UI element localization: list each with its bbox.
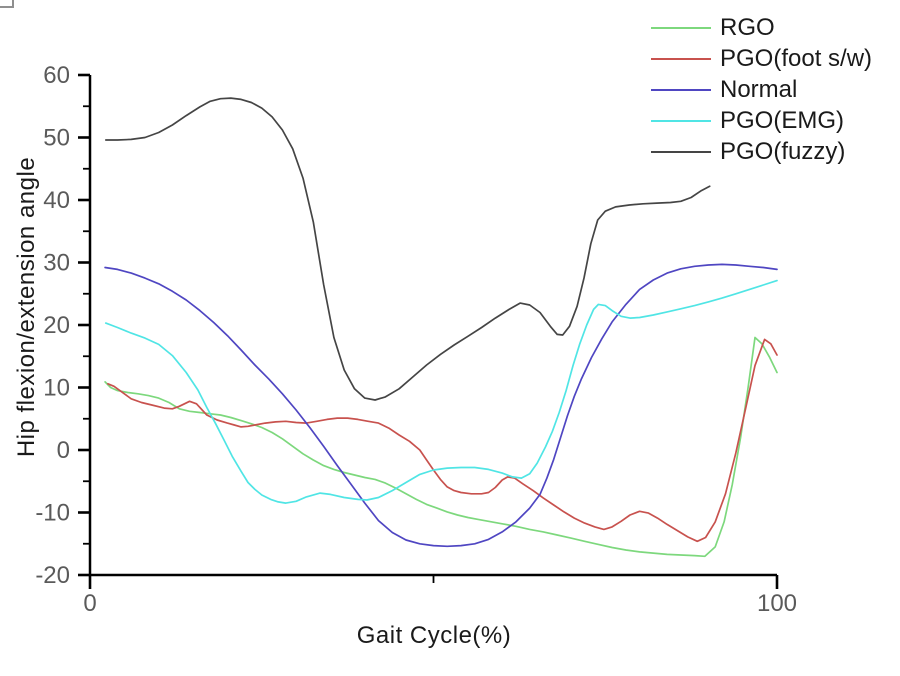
legend-label: PGO(EMG) [720, 106, 844, 134]
legend-item: PGO(fuzzy) [651, 136, 872, 167]
legend-swatch-line [651, 88, 711, 91]
y-tick-label: 60 [43, 62, 70, 89]
y-tick-label: 10 [43, 375, 70, 402]
legend-label: RGO [720, 13, 775, 41]
legend: RGO PGO(foot s/w) Normal PGO(EMG) PGO(fuzzy) [651, 12, 872, 167]
y-tick-label: 30 [43, 250, 70, 277]
legend-swatch-line [651, 26, 711, 29]
window-corner-fragment [0, 0, 14, 8]
series-line-rgo [104, 336, 778, 558]
legend-swatch-line [651, 150, 711, 153]
legend-item: Normal [651, 74, 872, 105]
y-tick-label: 50 [43, 125, 70, 152]
legend-label: PGO(fuzzy) [720, 137, 846, 165]
legend-label: Normal [720, 75, 798, 103]
x-axis-title: Gait Cycle(%) [356, 622, 512, 649]
legend-item: RGO [651, 12, 872, 43]
series-line-pgo-foot-s-w [107, 338, 778, 543]
legend-item: PGO(EMG) [651, 105, 872, 136]
y-tick-label: -10 [35, 500, 70, 527]
legend-swatch-line [651, 119, 711, 122]
y-tick-label: 0 [57, 437, 70, 464]
x-tick-label: 100 [757, 590, 797, 617]
y-axis-title: Hip flexion/extension angle [13, 156, 40, 458]
y-tick-label: 40 [43, 187, 70, 214]
legend-label: PGO(foot s/w) [720, 44, 873, 72]
y-tick-label: -20 [35, 562, 70, 589]
x-tick-label: 0 [83, 590, 96, 617]
y-tick-label: 20 [43, 312, 70, 339]
series-line-pgo-emg [104, 279, 778, 504]
legend-swatch-line [651, 57, 711, 60]
legend-item: PGO(foot s/w) [651, 43, 872, 74]
series-line-pgo-fuzzy [104, 97, 711, 401]
series-line-normal [104, 263, 778, 548]
